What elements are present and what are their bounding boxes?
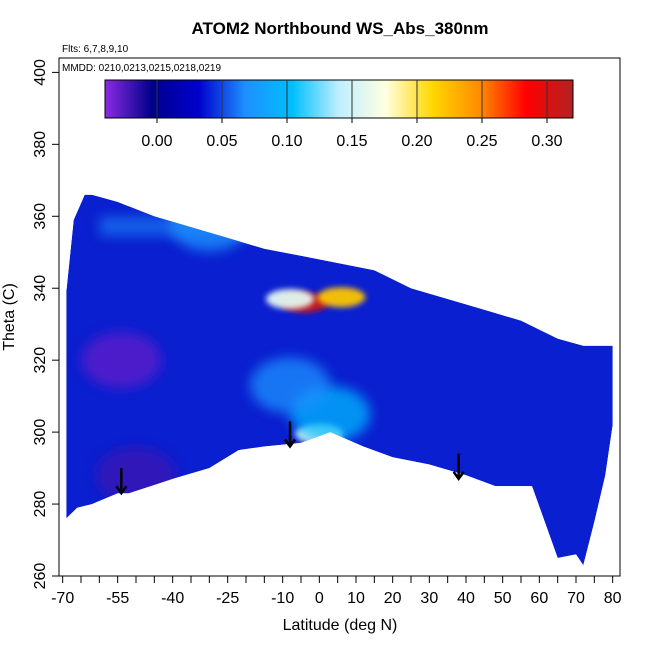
- arrow-marker: [115, 468, 128, 496]
- x-tick-label: -25: [216, 590, 239, 607]
- arrow-markers: [115, 421, 465, 496]
- field-feature: [81, 332, 162, 389]
- y-tick-label: 380: [32, 131, 49, 158]
- x-tick-label: 20: [384, 590, 402, 607]
- colorbar-tick-label: 0.30: [531, 133, 562, 150]
- field-feature: [96, 447, 176, 504]
- arrow-marker: [283, 421, 297, 449]
- colorbar-tick-label: 0.10: [271, 133, 302, 150]
- x-tick-label: 50: [494, 590, 512, 607]
- chart-title: ATOM2 Northbound WS_Abs_380nm: [192, 19, 489, 38]
- dates-label: MMDD: 0210,0213,0215,0218,0219: [62, 63, 221, 74]
- y-tick-label: 320: [32, 347, 49, 374]
- data-field: [66, 194, 613, 566]
- y-axis-label: Theta (C): [1, 283, 18, 351]
- x-tick-label: 0: [315, 590, 324, 607]
- x-tick-label: 30: [420, 590, 438, 607]
- colorbar: [104, 79, 574, 119]
- flights-label: Flts: 6,7,8,9,10: [62, 44, 129, 55]
- x-axis-label: Latitude (deg N): [283, 617, 398, 634]
- field-feature: [250, 357, 330, 414]
- field-base: [66, 194, 613, 566]
- field-feature: [169, 195, 250, 252]
- y-tick-label: 300: [32, 419, 49, 446]
- x-tick-label: -10: [271, 590, 294, 607]
- colorbar-ticks: 0.00 0.05 0.10 0.15 0.20 0.25 0.30: [141, 80, 563, 150]
- y-tick-label: 400: [32, 59, 49, 86]
- x-tick-label: -55: [106, 590, 129, 607]
- x-tick-label: 70: [567, 590, 585, 607]
- field-band: [99, 216, 540, 237]
- plot-frame: [58, 57, 621, 577]
- field-feature: [266, 289, 314, 310]
- y-tick-label: 260: [32, 563, 49, 590]
- colorbar-tick-label: 0.25: [466, 133, 497, 150]
- x-tick-label: 10: [347, 590, 365, 607]
- x-tick-label: 80: [604, 590, 622, 607]
- y-tick-label: 360: [32, 203, 49, 230]
- y-axis: 260 280 300 320 340 360 380 400: [32, 59, 59, 589]
- x-tick-label: 40: [457, 590, 475, 607]
- x-axis: -70 -55 -40 -25 -10 0 10 20 30 40 50 60 70 80: [51, 576, 622, 607]
- arrow-marker: [452, 453, 465, 482]
- x-tick-label: 60: [530, 590, 548, 607]
- colorbar-tick-label: 0.00: [141, 133, 172, 150]
- colorbar-tick-label: 0.20: [401, 133, 432, 150]
- x-tick-label: -70: [51, 590, 74, 607]
- colorbar-tick-label: 0.05: [206, 133, 237, 150]
- y-tick-label: 340: [32, 275, 49, 302]
- colorbar-tick-label: 0.15: [336, 133, 367, 150]
- y-tick-label: 280: [32, 491, 49, 518]
- x-tick-label: -40: [161, 590, 184, 607]
- field-feature: [317, 287, 366, 308]
